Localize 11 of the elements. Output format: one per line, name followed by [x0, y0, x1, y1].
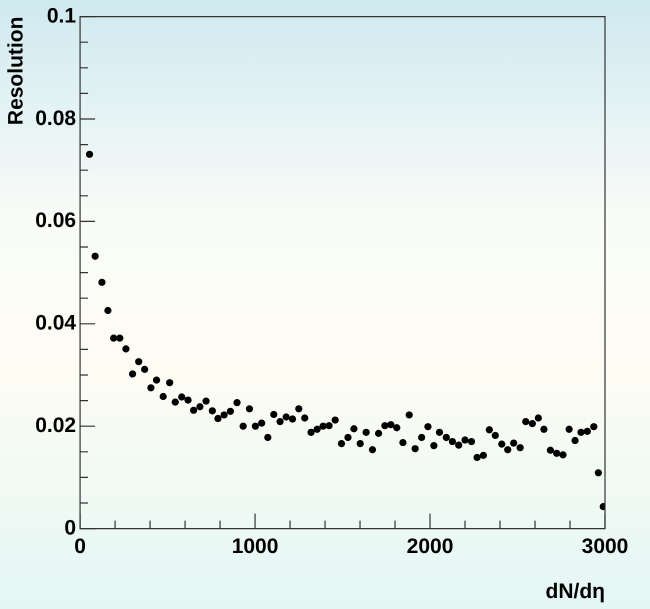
y-axis-title: Resolution [4, 16, 28, 126]
y-tick-label: 0 [64, 516, 76, 540]
y-tick-label: 0.04 [35, 312, 76, 335]
y-tick-label: 0.06 [35, 209, 76, 232]
x-tick-label: 1000 [232, 534, 278, 558]
y-tick-label: 0.08 [35, 106, 76, 130]
x-axis-title: dN/dη [546, 580, 605, 604]
y-tick-label: 0.02 [35, 414, 76, 437]
x-tick-label: 2000 [406, 534, 454, 558]
x-tick-label: 3000 [582, 534, 628, 558]
y-tick-label: 0.1 [46, 4, 76, 28]
